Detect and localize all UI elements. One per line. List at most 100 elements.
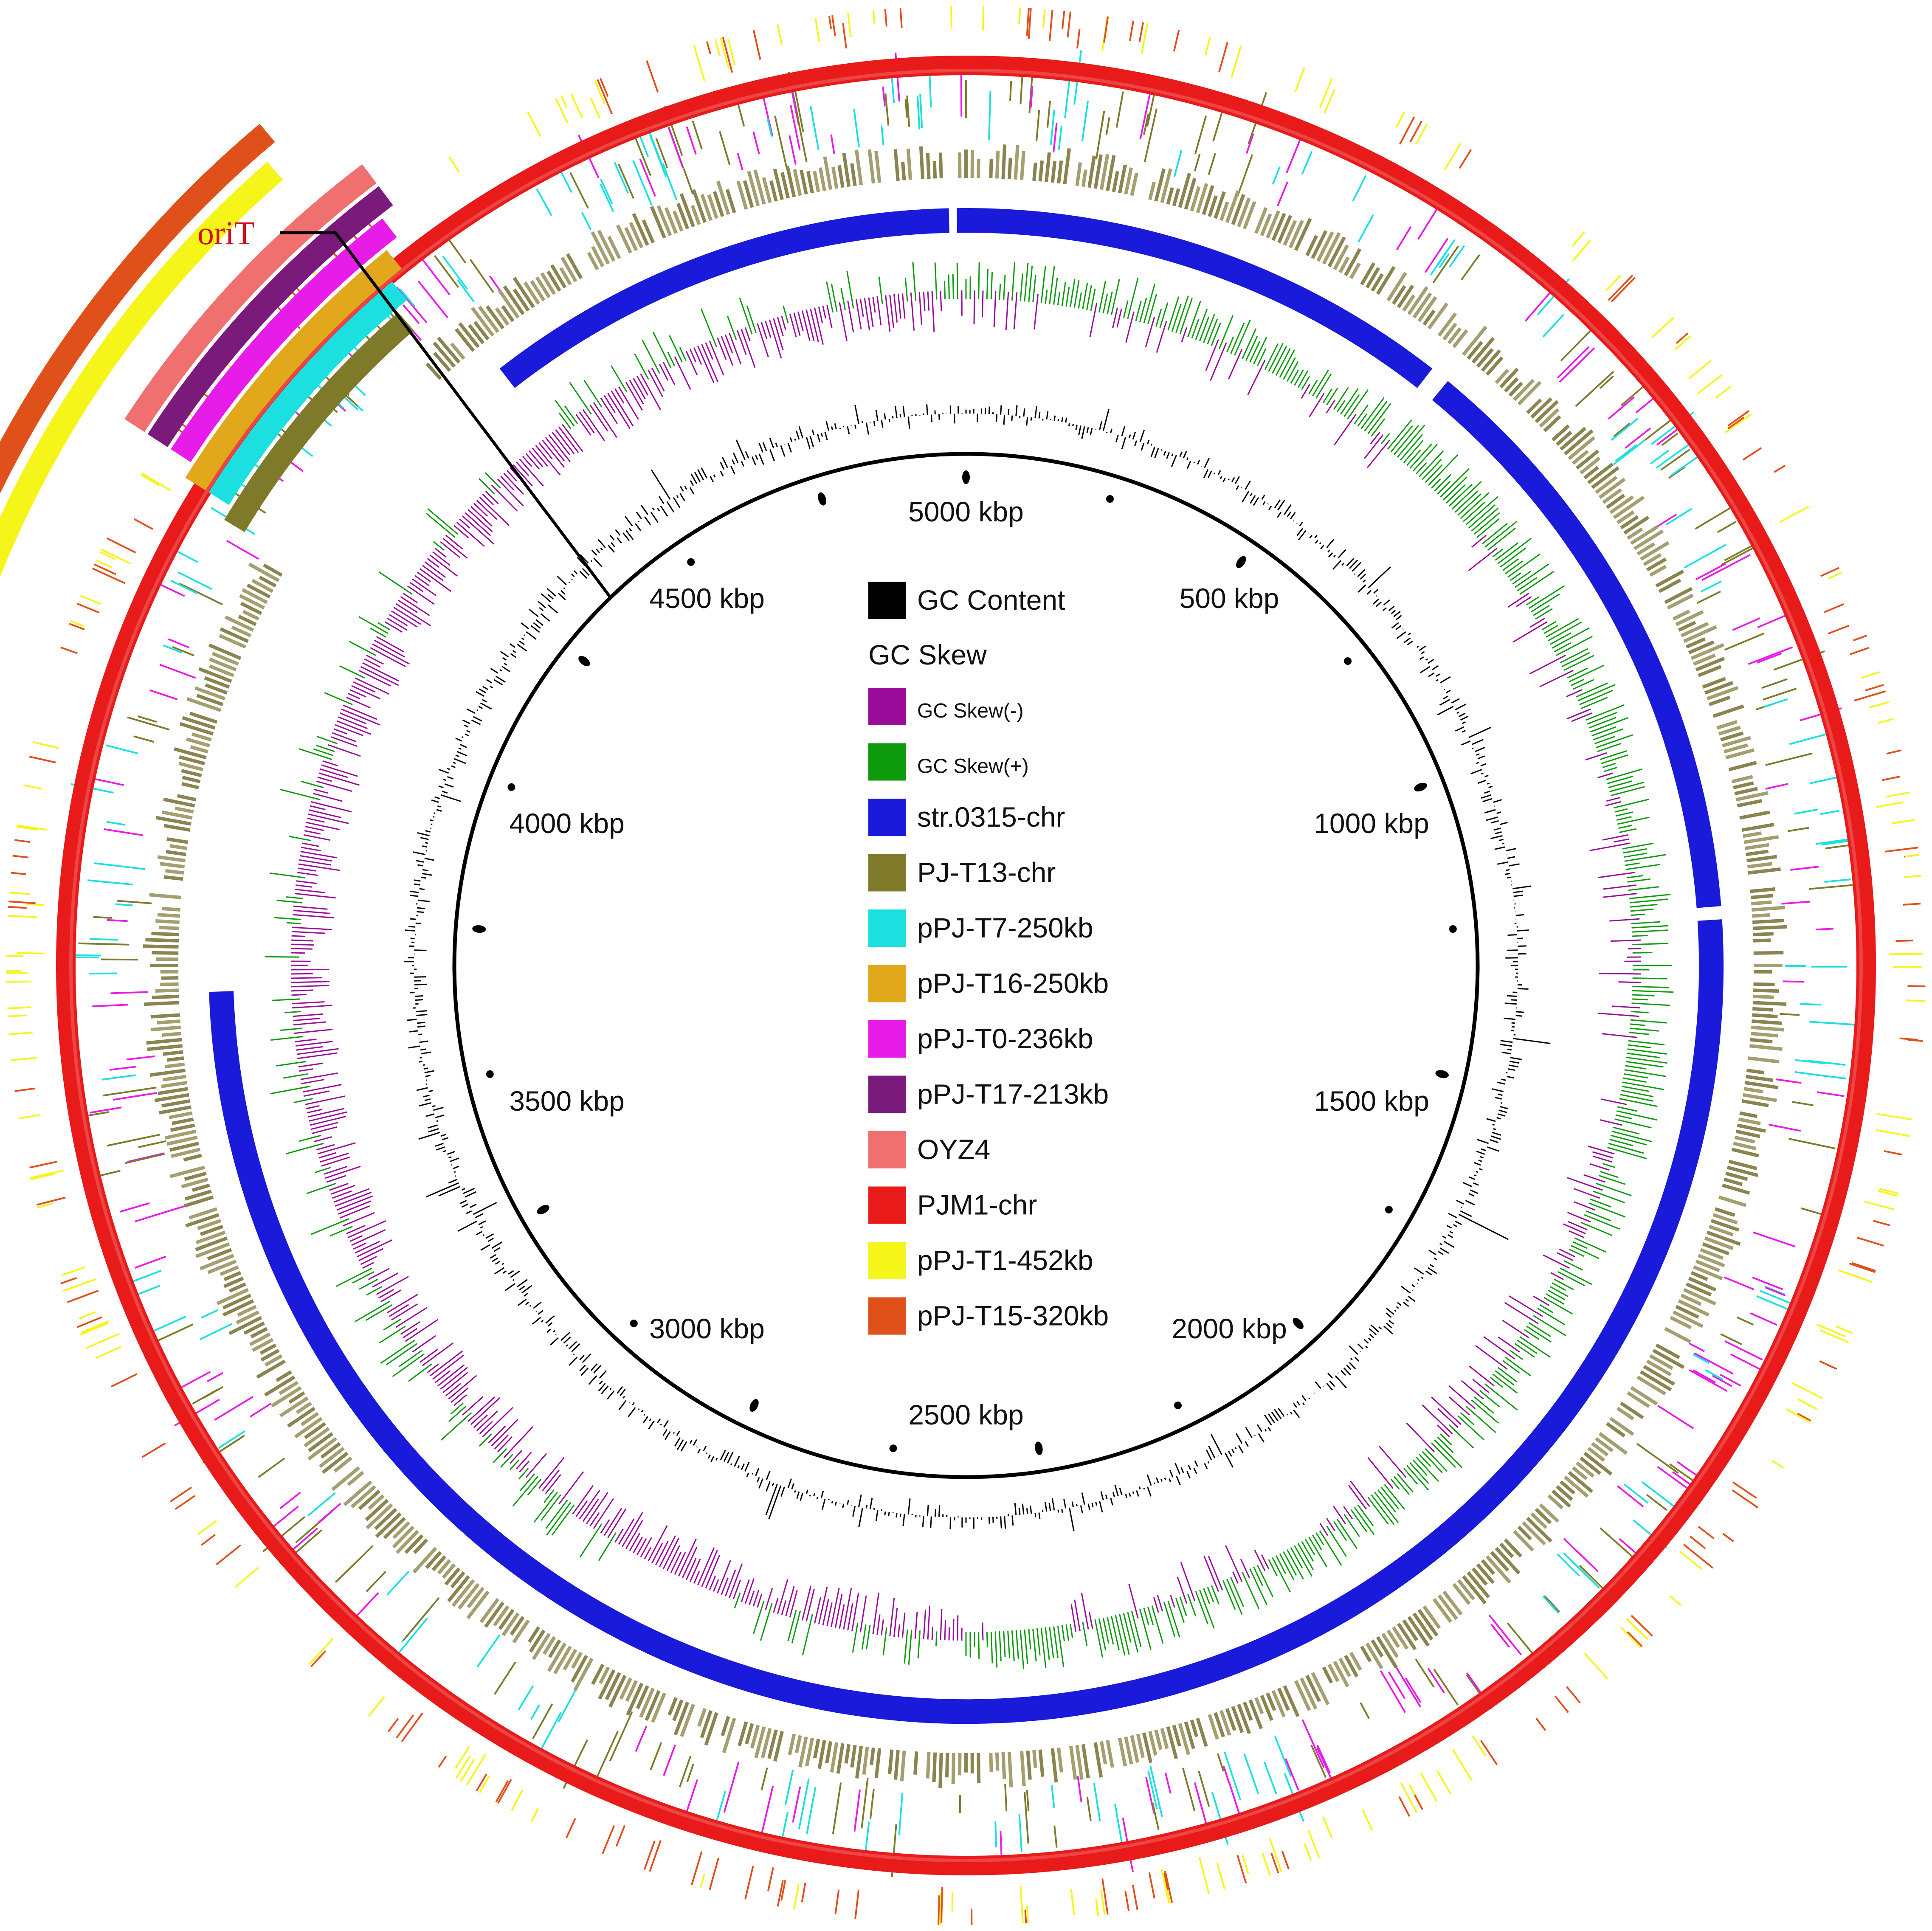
pjt13-block — [1646, 1360, 1672, 1376]
gc-skew-neg-bar — [1588, 1146, 1615, 1155]
gc-skew-pos-bar — [1333, 1521, 1347, 1541]
gc-content-bar — [409, 890, 419, 893]
gc-skew-pos-bar — [1609, 1139, 1633, 1146]
gc-skew-pos-bar — [1625, 864, 1660, 870]
pjt13-block — [704, 1712, 718, 1746]
gc-content-bar — [769, 437, 774, 449]
pjt13-block — [279, 1396, 309, 1418]
gc-content-bar — [1492, 1123, 1495, 1126]
gc-skew-pos-bar — [1322, 388, 1333, 403]
pjt13-block — [177, 794, 197, 802]
gc-skew-neg-bar — [931, 291, 935, 332]
gc-skew-neg-bar — [376, 636, 404, 653]
pjt13-block — [1508, 382, 1523, 397]
gc-content-bar — [482, 699, 487, 703]
pjt13-block — [1081, 169, 1087, 187]
pjt13-block — [1219, 201, 1229, 221]
pjt13-block — [1640, 541, 1670, 561]
hit-mark — [1698, 1526, 1715, 1539]
hit-mark — [1797, 1413, 1811, 1422]
gc-skew-pos-bar — [1554, 642, 1572, 653]
gc-content-bar — [1407, 640, 1413, 645]
gc-skew-pos-bar — [1337, 1519, 1357, 1549]
gc-skew-pos-bar — [935, 1631, 938, 1646]
gc-content-bar — [414, 879, 421, 882]
pjt13-block — [1288, 220, 1304, 248]
str0315-segment — [209, 919, 1724, 1724]
gc-skew-neg-bar — [572, 1485, 594, 1515]
gc-skew-neg-bar — [662, 362, 676, 386]
hit-mark — [1724, 1276, 1755, 1291]
hit-mark — [310, 1650, 327, 1667]
hit-mark — [1849, 1263, 1876, 1273]
gc-content-bar — [1296, 528, 1304, 536]
gc-skew-neg-bar — [981, 290, 984, 318]
gc-skew-neg-bar — [689, 1558, 701, 1582]
gc-skew-pos-bar — [358, 616, 389, 634]
gc-content-bar — [1487, 1146, 1500, 1152]
gc-skew-pos-bar — [1199, 1589, 1215, 1629]
hit-mark — [1771, 1460, 1784, 1469]
gc-skew-neg-bar — [765, 1588, 773, 1610]
hit-mark — [93, 916, 112, 919]
hit-mark — [1554, 1695, 1569, 1713]
gc-content-bar — [1011, 1515, 1014, 1526]
gc-content-bar — [1034, 405, 1037, 418]
pjt13-block — [1057, 160, 1063, 184]
gc-skew-neg-bar — [302, 842, 319, 847]
gc-skew-neg-bar — [317, 776, 332, 782]
legend-items: GC Skew(-)GC Skew(+)str.0315-chrPJ-T13-c… — [868, 688, 1109, 1335]
gc-skew-neg-bar — [724, 1569, 736, 1597]
pjt13-block — [374, 1508, 397, 1530]
gc-skew-neg-bar — [607, 1508, 627, 1538]
pjt13-block — [392, 1521, 411, 1539]
gc-content-bar — [1258, 1433, 1265, 1443]
gc-content-bar — [1462, 721, 1466, 724]
pjt13-block — [1539, 408, 1560, 428]
pjt13-block — [1166, 187, 1174, 205]
gc-content-bar — [1327, 549, 1330, 553]
hit-mark — [1067, 11, 1072, 38]
gc-skew-neg-bar — [575, 414, 591, 436]
pjt13-block — [467, 1587, 485, 1608]
gc-skew-neg-bar — [376, 1276, 409, 1295]
gc-content-bar — [755, 1468, 760, 1476]
hit-mark — [1828, 571, 1842, 580]
hit-mark — [1903, 903, 1921, 906]
pjt13-block — [1452, 329, 1468, 348]
gc-content-bar — [1431, 665, 1439, 670]
gc-skew-neg-bar — [589, 1512, 600, 1527]
pjt13-block — [485, 305, 504, 329]
gc-skew-neg-bar — [651, 367, 665, 392]
pjt13-block — [182, 776, 201, 783]
pjt13-block — [395, 1530, 419, 1554]
gc-content-bar — [521, 1285, 532, 1294]
gc-content-bar — [414, 983, 427, 985]
gc-content-bar — [1506, 848, 1516, 852]
gc-skew-pos-bar — [1032, 1628, 1037, 1662]
gc-skew-pos-bar — [366, 1286, 382, 1296]
pjt13-block — [375, 1512, 402, 1538]
gc-skew-neg-bar — [582, 1498, 599, 1522]
pjt13-block — [242, 610, 259, 621]
hit-mark — [1852, 1262, 1876, 1272]
gc-skew-neg-bar — [291, 943, 314, 946]
gc-skew-neg-bar — [513, 464, 533, 487]
gc-skew-neg-bar — [1225, 1545, 1243, 1582]
hit-mark — [1820, 810, 1840, 815]
gc-content-bar — [854, 425, 856, 429]
gc-content-bar — [1267, 1413, 1276, 1424]
gc-content-bar — [927, 1505, 929, 1516]
gc-skew-neg-bar — [600, 397, 618, 424]
gc-content-bar — [1517, 929, 1529, 932]
gc-skew-neg-bar — [335, 1191, 372, 1207]
gc-content-bar — [1302, 1402, 1305, 1405]
pjt13-block — [1371, 1639, 1384, 1658]
pjt13-block — [478, 306, 500, 333]
hit-mark — [1757, 614, 1788, 628]
gc-skew-neg-bar — [777, 317, 784, 336]
gc-content-bar — [713, 474, 716, 478]
hit-mark — [90, 938, 118, 941]
gc-content-bar — [435, 1115, 444, 1118]
gc-content-bar — [417, 864, 423, 867]
